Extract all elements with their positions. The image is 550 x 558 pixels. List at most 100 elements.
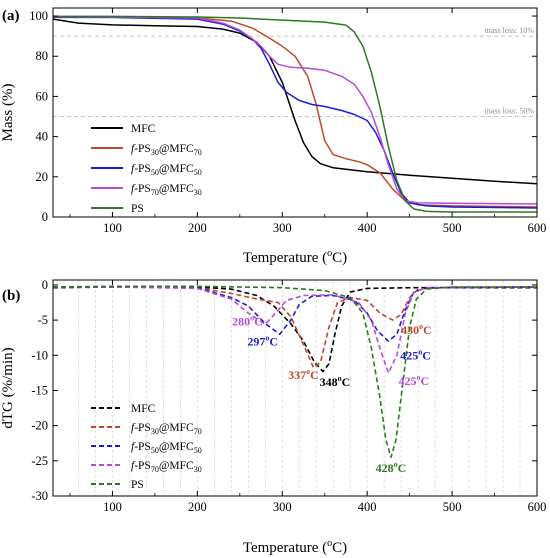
legend-label-part: f	[131, 422, 136, 434]
legend-label-part: @MFC	[159, 163, 194, 175]
x-axis-label: Temperature (oC)	[243, 248, 347, 266]
y-tick-label: -30	[31, 489, 48, 503]
peak-annotation-part: o	[265, 333, 269, 342]
peak-annotation-part: o	[419, 322, 423, 331]
reference-line-label: mass loss: 10%	[485, 26, 535, 35]
y-tick-label: -5	[38, 313, 48, 327]
panel-label: (b)	[2, 288, 20, 304]
legend-label-part: 50	[151, 446, 159, 455]
legend-label: f-PS70@MFC30	[131, 460, 202, 474]
legend-label-part: 30	[151, 148, 159, 157]
peak-annotation-part: C	[310, 368, 319, 382]
series-line	[53, 15, 537, 213]
y-tick-label: 60	[36, 89, 49, 103]
x-axis-label-part: C)	[332, 540, 347, 556]
x-tick-label: 600	[528, 221, 547, 235]
legend-label-part: 50	[194, 168, 202, 177]
legend-label-part: -PS	[134, 183, 151, 195]
y-tick-label: -15	[31, 383, 48, 397]
y-tick-label: 0	[42, 210, 48, 224]
x-tick-label: 100	[103, 500, 122, 514]
plot-frame	[52, 279, 538, 497]
peak-annotation-part: C	[342, 375, 351, 389]
y-tick-label: 80	[36, 49, 49, 63]
legend-label: f-PS50@MFC50	[131, 163, 202, 177]
legend-label-part: @MFC	[159, 143, 194, 155]
legend-label-part: f	[131, 163, 136, 175]
legend-label-part: 50	[151, 168, 159, 177]
x-tick-label: 400	[358, 500, 377, 514]
series-line	[52, 18, 538, 185]
x-axis-label-part: o	[327, 538, 332, 549]
x-tick-label: 400	[358, 221, 377, 235]
legend-label: f-PS70@MFC30	[131, 183, 202, 197]
x-axis-label-part: Temperature (	[243, 540, 327, 556]
series-line	[52, 286, 537, 373]
legend-label-part: 30	[194, 465, 202, 474]
peak-annotation-part: o	[306, 367, 310, 376]
legend-label: f-PS30@MFC70	[131, 143, 202, 157]
peak-annotation-part: o	[394, 460, 398, 469]
y-tick-label: 0	[42, 278, 48, 292]
x-tick-label: 300	[273, 221, 292, 235]
plot-frame	[52, 7, 538, 218]
peak-annotation-part: C	[398, 461, 407, 475]
legend-label: f-PS50@MFC50	[131, 441, 202, 455]
peak-annotation-part: 348	[320, 375, 338, 389]
legend-label-part: 70	[194, 148, 202, 157]
y-tick-label: 20	[36, 170, 49, 184]
peak-annotation: 428oC	[376, 460, 407, 475]
x-axis-label-part: C)	[332, 250, 347, 266]
legend-label-part: 50	[194, 446, 202, 455]
legend-label-part: -PS	[134, 163, 151, 175]
peak-annotation-part: o	[338, 374, 342, 383]
series-line	[53, 16, 538, 208]
legend-label: MFC	[131, 403, 156, 415]
legend-label-part: -PS	[134, 441, 151, 453]
peak-annotation-part: o	[250, 314, 254, 323]
x-axis-label-part: Temperature (	[243, 250, 327, 266]
legend-label-part: @MFC	[159, 183, 194, 195]
legend-label-part: @MFC	[159, 460, 194, 472]
peak-annotation-part: 280	[232, 315, 250, 329]
peak-annotation-part: C	[422, 349, 431, 363]
legend-label-part: 70	[151, 188, 159, 197]
panel-label: (a)	[2, 8, 20, 24]
x-axis-label-part: o	[327, 248, 332, 259]
peak-annotation-part: 428	[376, 461, 394, 475]
legend-label-part: -PS	[134, 143, 151, 155]
legend-label: f-PS30@MFC70	[131, 422, 202, 436]
legend-label-part: f	[131, 441, 136, 453]
peak-annotation: 425oC	[400, 348, 431, 363]
y-tick-label: 40	[36, 130, 49, 144]
chart-panel-a: mass loss: 10%mass loss: 50%100 200 300 400…	[0, 7, 547, 266]
legend-label-part: f	[131, 183, 136, 195]
peak-annotation: 280oC	[232, 314, 263, 329]
legend-label: PS	[131, 203, 144, 215]
x-tick-label: 600	[528, 500, 547, 514]
y-tick-label: -10	[31, 348, 48, 362]
series-line	[52, 285, 537, 459]
legend: MFCf-PS30@MFC70f-PS50@MFC50f-PS70@MFC30P…	[91, 123, 202, 215]
peak-annotation-part: C	[421, 374, 430, 388]
y-tick-label: -25	[31, 454, 48, 468]
legend-label-part: @MFC	[159, 441, 194, 453]
peak-annotation-part: C	[423, 323, 432, 337]
legend-label-part: @MFC	[159, 422, 194, 434]
peak-annotation-part: 425	[399, 374, 417, 388]
x-tick-label: 500	[443, 500, 462, 514]
peak-annotation-part: C	[269, 334, 278, 348]
x-tick-label: 500	[443, 221, 462, 235]
peak-annotation: 425oC	[399, 373, 430, 388]
x-tick-label: 200	[188, 221, 207, 235]
peak-annotation: 297oC	[247, 333, 278, 348]
legend: MFCf-PS30@MFC70f-PS50@MFC50f-PS70@MFC30P…	[91, 403, 202, 491]
legend-label-part: f	[131, 143, 136, 155]
peak-annotation-part: o	[417, 373, 421, 382]
peak-annotation: 337oC	[288, 367, 319, 382]
y-axis-label: dTG (%/min)	[0, 347, 16, 428]
peak-annotation-part: 297	[247, 334, 265, 348]
legend-label-part: f	[131, 460, 136, 472]
legend-label-part: 70	[194, 427, 202, 436]
